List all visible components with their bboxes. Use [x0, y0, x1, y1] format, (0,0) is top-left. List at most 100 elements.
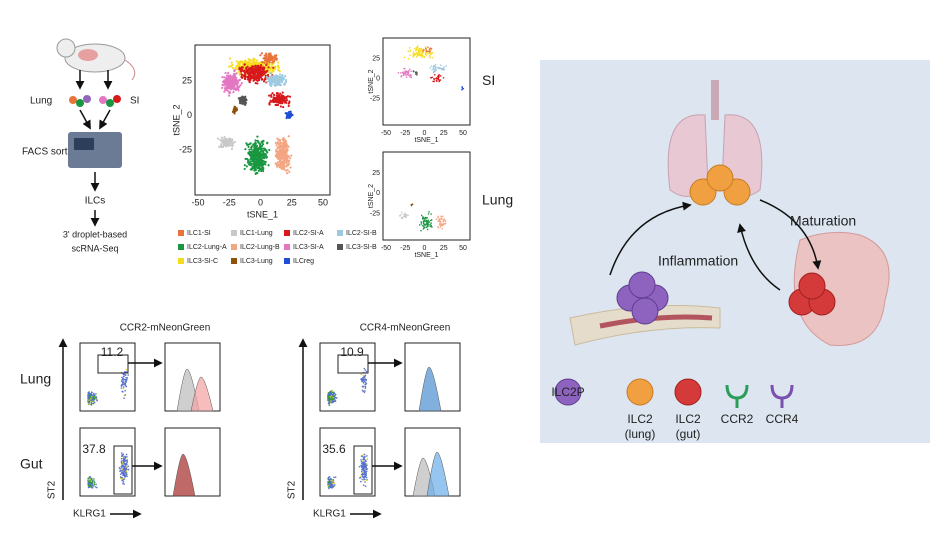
x-axis-label: tSNE_1 [247, 209, 278, 219]
cell-dot [441, 228, 444, 230]
event-dot [363, 391, 366, 394]
cell-dot [241, 95, 244, 98]
cell-dot [287, 155, 291, 158]
cell-dot [261, 166, 265, 170]
cell-dot [283, 160, 286, 163]
event-dot [328, 397, 331, 399]
event-dot [121, 390, 124, 393]
event-dot [363, 453, 366, 456]
cell-dot [243, 164, 246, 167]
cell-dot [420, 223, 423, 225]
cell-dot [272, 61, 275, 64]
cell-dot [221, 76, 224, 79]
event-dot [360, 460, 363, 463]
event-dot [91, 394, 94, 397]
cell-dot [273, 57, 276, 61]
cell-dot [223, 136, 226, 139]
cell-dot [282, 148, 286, 151]
cell-dot [221, 83, 224, 86]
cell-dot [420, 229, 422, 232]
cell-dot [403, 215, 406, 218]
cell-dot [283, 83, 286, 86]
cell-dot [285, 148, 288, 151]
cell-dot [403, 56, 406, 59]
cell-dot [274, 77, 277, 81]
cell-dot [424, 46, 427, 48]
cell-dot [289, 157, 292, 160]
cell-dot [254, 82, 257, 85]
cell-dot [278, 140, 281, 143]
y-tick-label: -25 [370, 210, 380, 217]
cell-dot [233, 107, 236, 111]
cell-dot [257, 73, 260, 76]
cell-dot [216, 137, 220, 140]
event-dot [364, 390, 366, 392]
y-tick-label: 0 [187, 110, 192, 120]
cell-dot [247, 75, 250, 79]
cell-dot [275, 163, 278, 166]
cell-dot [232, 72, 236, 75]
cell-dot [229, 80, 232, 83]
event-dot [360, 373, 363, 376]
event-dot [331, 401, 333, 404]
cell-dot [242, 101, 245, 104]
cell-dot [262, 72, 265, 75]
event-dot [96, 486, 98, 489]
return-arrow [737, 223, 781, 291]
cell-dot [239, 70, 243, 73]
event-dot [361, 468, 363, 471]
cell-dot [277, 150, 280, 153]
event-dot [365, 468, 367, 471]
gate-value: 10.9 [340, 345, 364, 359]
cell-dot [225, 81, 229, 84]
step-label: FACS sort [22, 147, 68, 158]
cell-dot [262, 150, 265, 154]
cell-dot [274, 56, 277, 59]
cell-dot [425, 226, 428, 228]
cell-dot [272, 69, 275, 72]
ilc2p-cell [631, 297, 659, 325]
cell-dot [418, 48, 421, 50]
event-dot [88, 399, 90, 401]
cell-dot [256, 147, 260, 150]
cell-dot [277, 66, 280, 69]
event-dot [329, 484, 331, 487]
cell-dot [247, 58, 250, 61]
cell-dot [273, 93, 276, 97]
cell-dot [423, 220, 425, 222]
cell-dot [269, 72, 273, 75]
cell-dot [404, 70, 407, 73]
event-dot [92, 485, 95, 487]
event-dot [362, 386, 365, 389]
legend-label: ILC3-SI-C [187, 258, 218, 265]
cell-dot [284, 80, 288, 83]
event-dot [90, 400, 92, 403]
event-dot [93, 478, 95, 480]
ilc2-gut-cell [798, 272, 826, 300]
cell-dot [255, 163, 258, 166]
cell-dot [277, 68, 280, 72]
cell-dot [281, 152, 284, 155]
cell [76, 99, 84, 107]
event-dot [365, 470, 368, 472]
cell-dot [262, 68, 265, 71]
cell-dot [250, 153, 253, 157]
cell-dot [230, 147, 234, 151]
cell-dot [424, 52, 427, 54]
cell-dot [277, 61, 280, 64]
cell-dot [254, 68, 257, 71]
event-dot [362, 456, 365, 459]
x-axis-label: KLRG1 [73, 509, 106, 520]
cell-dot [407, 71, 410, 73]
cell-dot [420, 53, 423, 55]
cell-dot [258, 167, 261, 170]
cell-dot [260, 77, 264, 81]
key-label: ILC2 [627, 412, 653, 426]
cell-dot [224, 88, 227, 92]
cell-dot [281, 91, 284, 94]
legend-swatch [284, 230, 290, 236]
legend-swatch [178, 258, 184, 264]
organ-label: Lung [30, 96, 52, 107]
panel-title: CCR2-mNeonGreen [120, 323, 211, 334]
cell-dot [435, 69, 437, 72]
